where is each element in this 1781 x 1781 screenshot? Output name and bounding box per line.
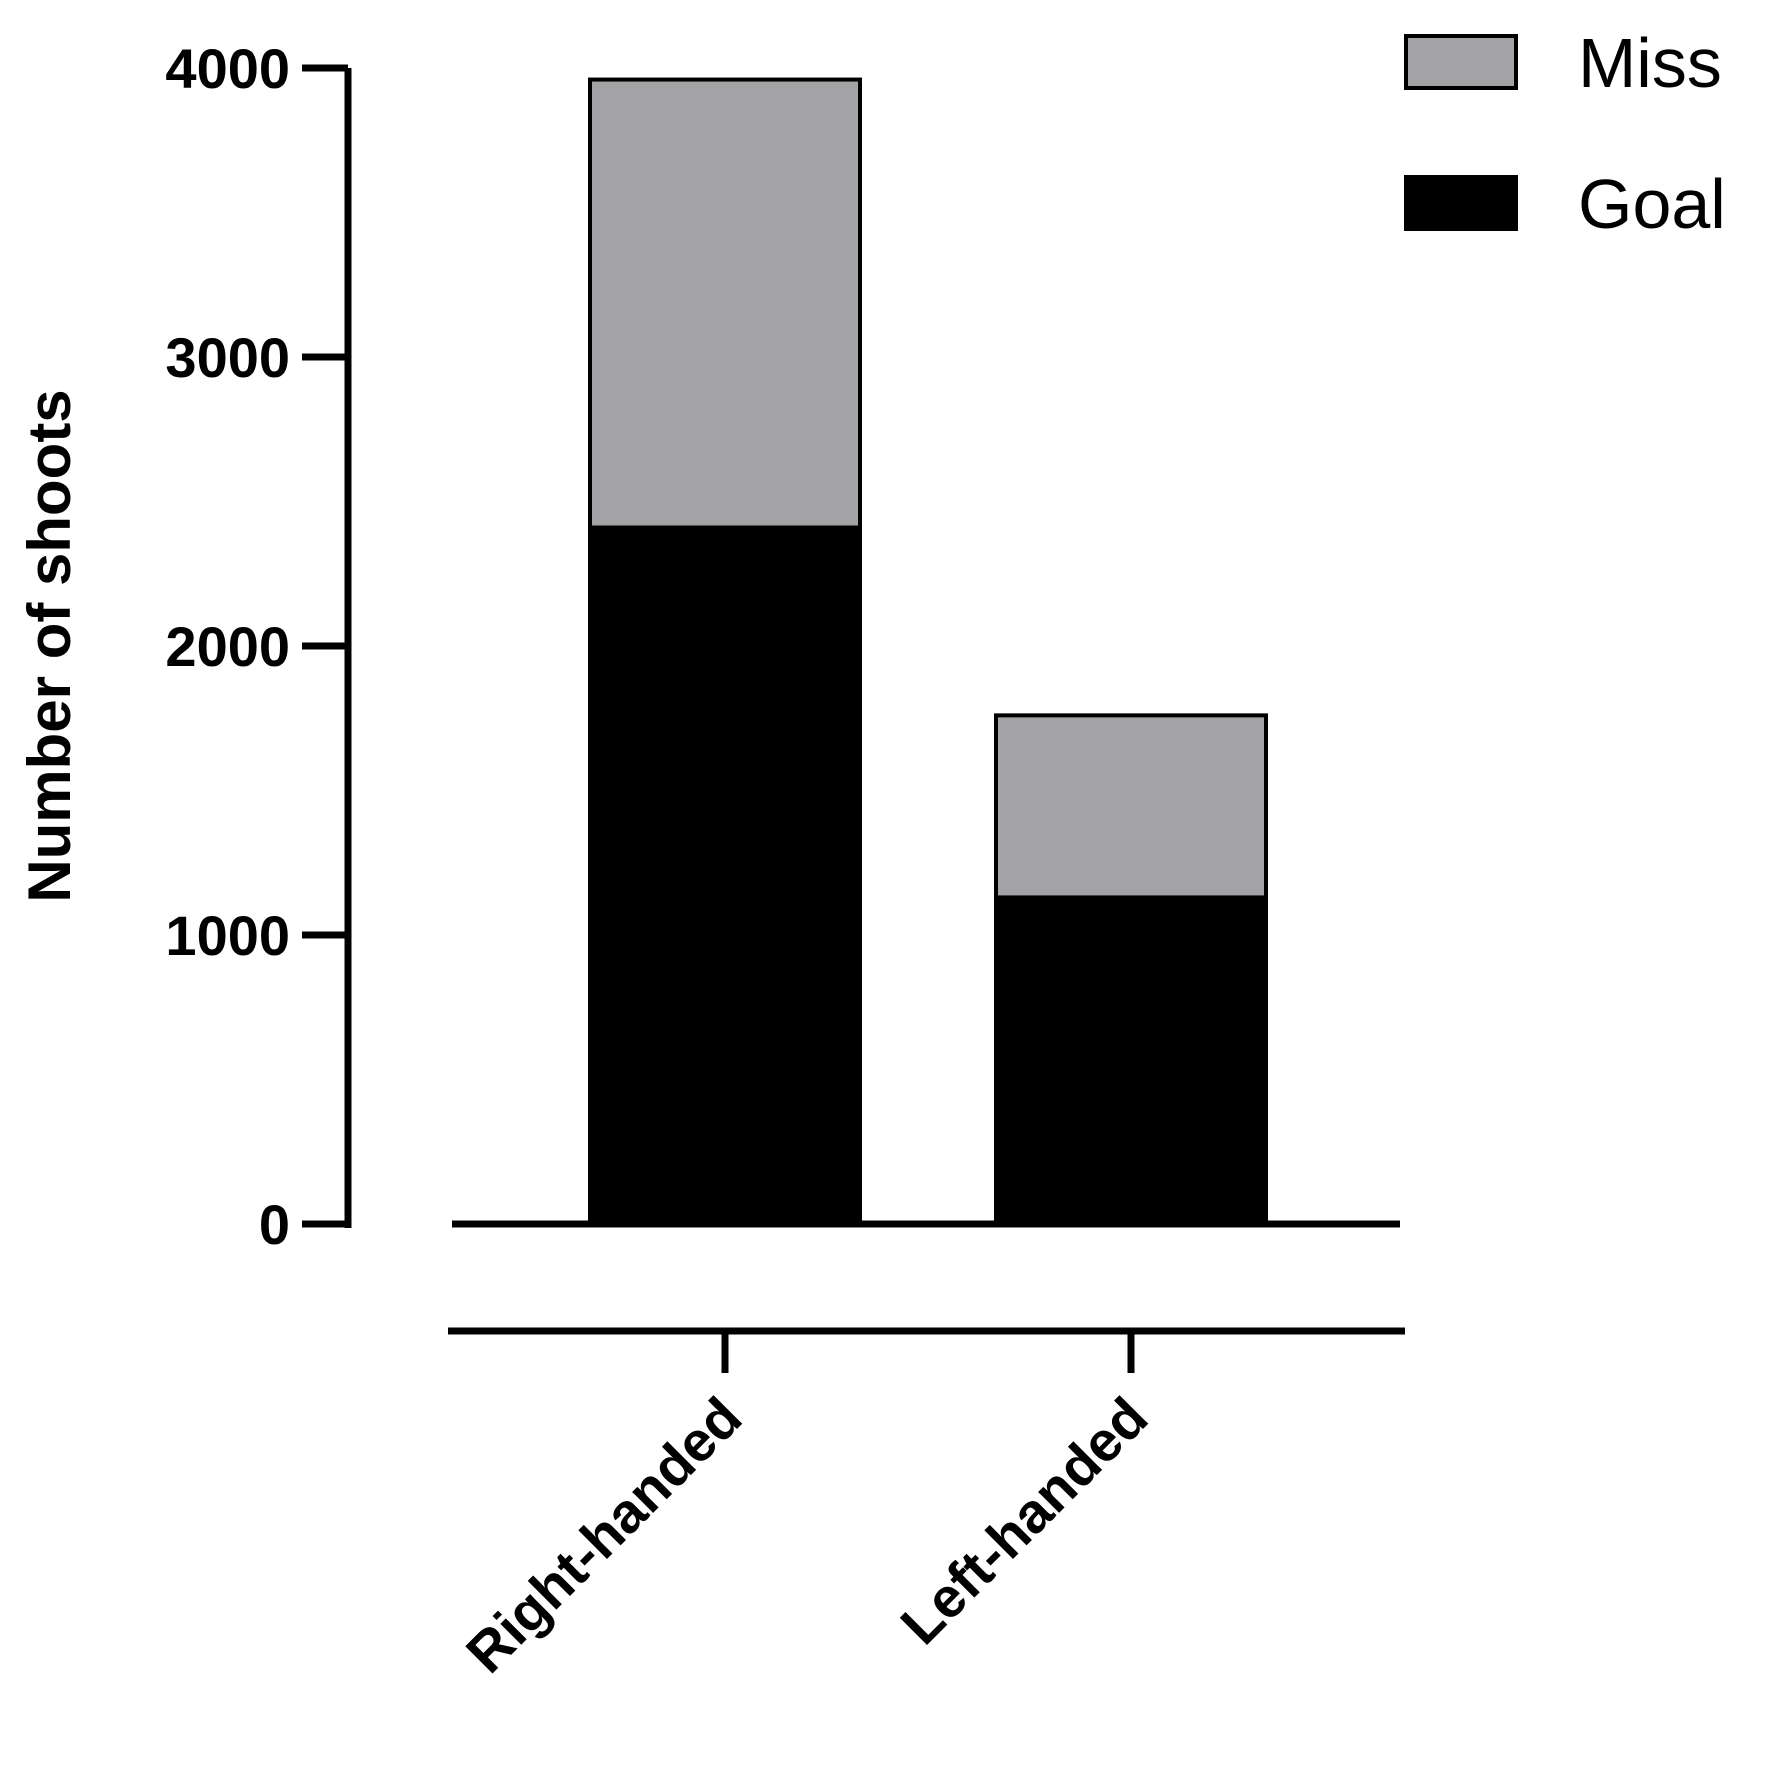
bars xyxy=(588,77,1268,1226)
legend-label-miss: Miss xyxy=(1578,24,1722,102)
y-tick-label: 0 xyxy=(259,1193,290,1256)
legend-swatch-miss xyxy=(1404,34,1518,90)
legend: Miss Goal xyxy=(1404,24,1726,243)
legend-swatch-goal xyxy=(1404,175,1518,231)
x-category-label: Left-handed xyxy=(888,1385,1159,1656)
y-tick-label: 2000 xyxy=(165,615,290,678)
x-axis: Right-handed Left-handed xyxy=(448,1220,1405,1685)
legend-label-goal: Goal xyxy=(1578,165,1726,243)
y-axis: 0 1000 2000 3000 4000 xyxy=(165,37,352,1256)
bar-segment-miss-2 xyxy=(994,713,1268,900)
y-tick-label: 4000 xyxy=(165,37,290,100)
y-axis-title: Number of shoots xyxy=(16,389,83,902)
y-tick-label: 3000 xyxy=(165,326,290,389)
x-category-label: Right-handed xyxy=(454,1385,754,1685)
bar-segment-miss-1 xyxy=(588,77,862,530)
y-tick-label: 1000 xyxy=(165,904,290,967)
bar-segment-goal-2 xyxy=(994,895,1268,1226)
bar-segment-goal-1 xyxy=(588,525,862,1226)
